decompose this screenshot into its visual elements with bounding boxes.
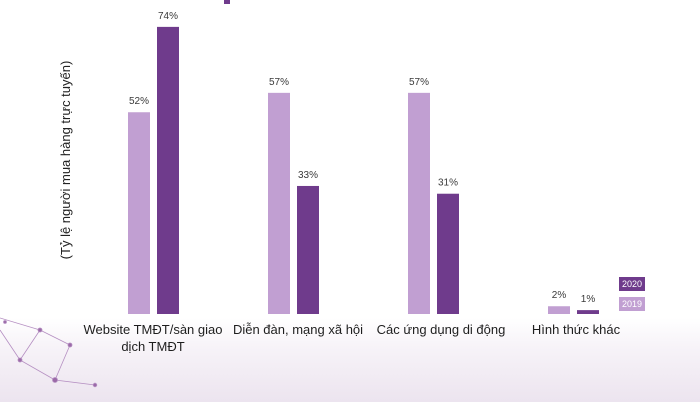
bar-2019-cat0 <box>128 112 150 315</box>
category-labels-group: Website TMĐT/sàn giao dịch TMĐT Diễn đàn, … <box>84 322 621 354</box>
bar-2019-cat1 <box>268 92 290 314</box>
value-label-2020-cat0: 74% <box>158 11 178 22</box>
value-label-2019-cat2: 57% <box>409 77 429 88</box>
legend-2019: 2019 <box>619 297 645 311</box>
footer-band <box>0 318 700 402</box>
title-fragment <box>224 0 230 4</box>
bar-2019-cat2 <box>408 92 430 314</box>
value-label-2020-cat2: 31% <box>438 178 458 189</box>
bar-2020-cat0 <box>157 26 179 314</box>
legend-label-2019: 2019 <box>621 299 643 309</box>
y-axis-label: (Tỷ lệ người mua hàng trực tuyến) <box>58 61 73 260</box>
bars-group <box>128 26 599 315</box>
category-label-0-line0: Website TMĐT/sàn giao <box>84 322 223 337</box>
value-label-2020-cat1: 33% <box>298 170 318 181</box>
bar-2020-cat1 <box>297 185 319 314</box>
value-label-2019-cat3: 2% <box>552 290 567 301</box>
legend-2020: 2020 <box>619 277 645 291</box>
category-label-2-line0: Các ứng dụng di động <box>377 322 506 337</box>
value-label-2019-cat0: 52% <box>129 96 149 107</box>
value-label-2020-cat3: 1% <box>581 294 596 305</box>
category-label-1-line0: Diễn đàn, mạng xã hội <box>233 322 363 337</box>
value-labels-group: 52% 57% 57% 2% 74% 33% 31% 1% <box>129 11 595 305</box>
category-label-3-line0: Hình thức khác <box>532 322 621 337</box>
legend-label-2020: 2020 <box>621 279 643 289</box>
bar-2019-cat3 <box>548 306 570 314</box>
decorative-network <box>0 317 98 388</box>
bar-2020-cat3 <box>577 310 599 314</box>
category-label-0-line1: dịch TMĐT <box>121 339 184 354</box>
bar-2020-cat2 <box>437 193 459 314</box>
value-label-2019-cat1: 57% <box>269 77 289 88</box>
